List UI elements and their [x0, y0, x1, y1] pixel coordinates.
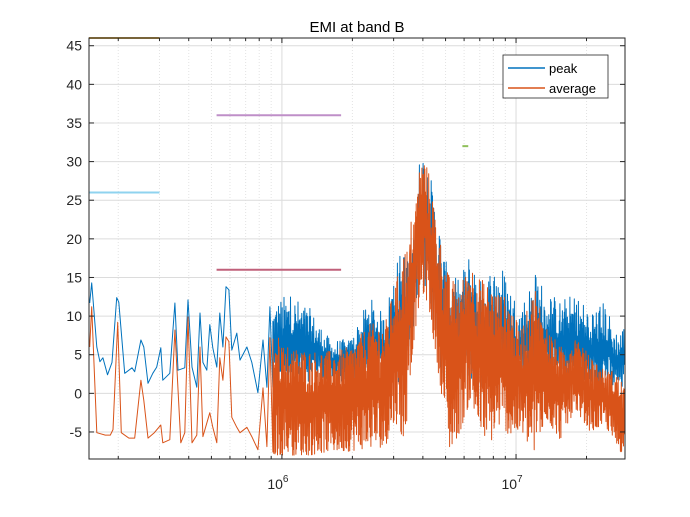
- x-tick-label: 106: [267, 474, 289, 492]
- chart-title: EMI at band B: [309, 19, 404, 36]
- y-tick-label: 10: [66, 308, 82, 324]
- y-tick-label: 5: [74, 347, 82, 363]
- y-tick-label: 15: [66, 269, 82, 285]
- x-tick-base: 10: [267, 476, 283, 492]
- x-tick-base: 10: [501, 476, 517, 492]
- y-tick-label: 45: [66, 38, 82, 54]
- x-tick-exponent: 7: [517, 474, 523, 485]
- x-tick-label: 107: [501, 474, 523, 492]
- legend-label-average: average: [549, 81, 596, 96]
- y-tick-label: -5: [70, 424, 83, 440]
- legend-label-peak: peak: [549, 61, 578, 76]
- y-tick-label: 20: [66, 231, 82, 247]
- y-tick-label: 40: [66, 76, 82, 92]
- x-tick-exponent: 6: [283, 474, 289, 485]
- y-tick-label: 25: [66, 192, 82, 208]
- legend-box: [502, 54, 609, 99]
- legend[interactable]: peak average: [502, 54, 609, 99]
- y-tick-label: 35: [66, 115, 82, 131]
- y-tick-label: 30: [66, 154, 82, 170]
- y-tick-label: 0: [74, 385, 82, 401]
- series-line-average: [89, 165, 625, 456]
- axes-box: [88, 37, 626, 460]
- series-group: [89, 162, 625, 456]
